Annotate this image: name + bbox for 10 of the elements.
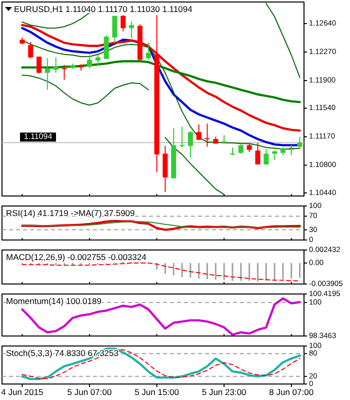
chart-title: RSI(14) 41.1719 ->MA(7) 37.5909 (6, 208, 136, 218)
ref-line-label: 1.11094 (24, 132, 53, 142)
x-tick-label: 4 Jun 2015 (1, 387, 44, 397)
chart-title: Momentum(14) 100.0189 (6, 296, 102, 306)
chart-title: MACD(12,26,9) -0.002755 -0.003324 (6, 252, 147, 262)
chart-title: EURUSD,H1 1.11040 1.11170 1.11030 1.11094 (14, 4, 193, 14)
x-tick-label: 8 Jun 07:00 (269, 387, 314, 397)
x-tick-label: 5 Jun 23:00 (202, 387, 247, 397)
x-tick-label: 5 Jun 07:00 (67, 387, 112, 397)
x-tick-label: 5 Jun 15:00 (134, 387, 180, 397)
